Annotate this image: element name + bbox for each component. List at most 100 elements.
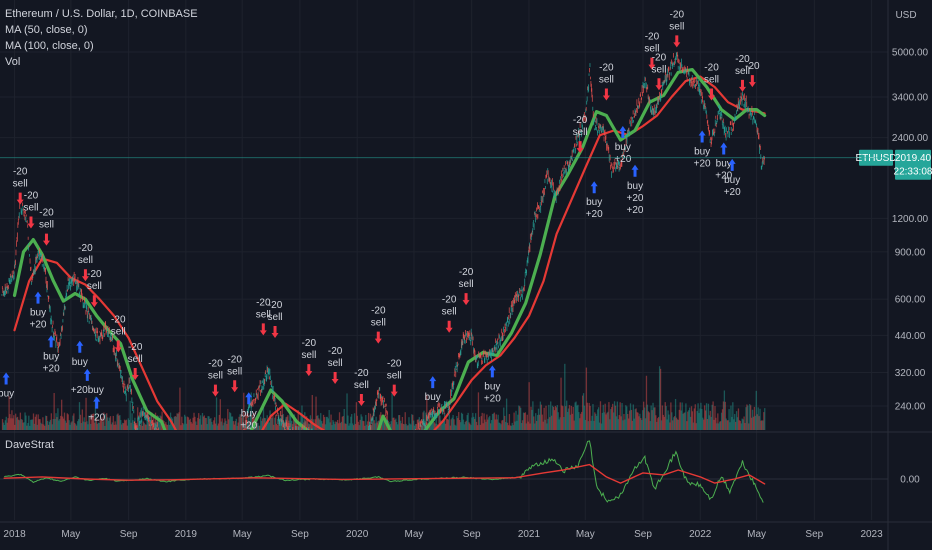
volume-bar	[52, 419, 54, 430]
volume-bar	[613, 401, 616, 430]
buy-signal: buy+20	[694, 130, 711, 169]
volume-bar	[207, 416, 209, 430]
volume-bar	[256, 422, 258, 430]
volume-bar	[541, 414, 543, 430]
volume-bar	[202, 416, 205, 430]
volume-bar	[710, 416, 712, 430]
volume-bar	[257, 422, 259, 430]
volume-bar	[18, 420, 21, 430]
volume-bar	[209, 418, 211, 430]
volume-bar	[750, 405, 752, 430]
volume-bar	[315, 396, 317, 430]
volume-bar	[390, 421, 392, 430]
volume-bar	[595, 413, 597, 430]
signal-label: +20	[484, 393, 501, 404]
sell-arrow	[131, 367, 139, 380]
signal-label: sell	[442, 307, 457, 318]
volume-bar	[22, 422, 24, 430]
sell-arrow	[42, 233, 50, 246]
volume-bar	[452, 414, 454, 430]
ma50-legend[interactable]: MA (50, close, 0)	[5, 24, 88, 36]
volume-bar	[529, 423, 531, 430]
volume-bar	[193, 412, 195, 430]
volume-bar	[222, 425, 224, 430]
volume-bar	[697, 403, 699, 430]
volume-bar	[227, 408, 229, 430]
volume-bar	[188, 419, 190, 430]
volume-bar	[311, 395, 313, 430]
volume-bar	[321, 423, 324, 430]
volume-bar	[339, 423, 342, 430]
volume-bar	[589, 405, 591, 430]
volume-bar	[585, 367, 588, 430]
volume-bar	[269, 410, 271, 430]
volume-bar	[117, 413, 119, 430]
volume-bar	[129, 400, 131, 430]
volume-bar	[392, 417, 394, 430]
volume-bar	[691, 411, 694, 430]
volume-bar	[307, 423, 310, 430]
volume-bar	[576, 405, 578, 430]
volume-bar	[100, 419, 102, 430]
x-tick-label: 2022	[689, 529, 712, 540]
volume-bar	[364, 425, 366, 430]
signal-label: sell	[256, 309, 271, 320]
volume-bar	[168, 417, 170, 430]
volume-bar	[659, 368, 662, 430]
volume-bar	[212, 424, 214, 430]
sell-arrow	[576, 141, 584, 154]
ma100-legend[interactable]: MA (100, close, 0)	[5, 40, 94, 52]
volume-bar	[465, 420, 467, 430]
volume-bar	[140, 415, 143, 430]
volume-bar	[706, 418, 709, 430]
volume-bar	[30, 419, 32, 430]
volume-bar	[34, 416, 37, 430]
volume-bar	[615, 416, 618, 430]
volume-bar	[733, 419, 735, 430]
volume-bar	[260, 416, 262, 430]
signal-label: -20	[128, 342, 143, 353]
volume-bar	[674, 399, 677, 430]
sell-arrow	[673, 35, 681, 48]
signal-label: -20	[387, 359, 402, 370]
volume-bar	[460, 412, 463, 430]
volume-bar	[75, 424, 77, 430]
buy-arrow	[83, 368, 91, 381]
buy-signal: buy+20	[43, 335, 60, 374]
volume-bar	[584, 419, 587, 430]
volume-bar	[358, 425, 360, 430]
volume-bar	[48, 421, 51, 430]
volume-bar	[369, 413, 372, 430]
y-tick-label: 2400.00	[892, 133, 929, 144]
volume-bar	[411, 414, 413, 430]
volume-bar	[276, 425, 279, 430]
volume-bar	[12, 418, 14, 430]
x-tick-label: 2023	[860, 529, 883, 540]
volume-bar	[5, 416, 7, 430]
volume-bar	[489, 415, 491, 430]
volume-bar	[31, 419, 34, 430]
signal-label: -20	[13, 167, 28, 178]
volume-bar	[263, 417, 266, 430]
volume-bar	[454, 424, 456, 430]
volume-bar	[708, 415, 711, 430]
volume-bar	[99, 419, 101, 430]
buy-arrow	[720, 142, 728, 155]
volume-bar	[592, 404, 594, 430]
volume-bar	[210, 418, 212, 430]
signal-label: +20	[88, 413, 105, 424]
volume-bar	[753, 406, 756, 430]
indicator-label[interactable]: DaveStrat	[5, 439, 54, 451]
volume-legend[interactable]: Vol	[5, 56, 21, 68]
volume-bar	[78, 402, 81, 430]
volume-bar	[165, 422, 167, 430]
volume-bar	[181, 416, 183, 430]
price-layer	[1, 51, 765, 430]
volume-bar	[363, 421, 365, 430]
volume-bar	[536, 415, 539, 430]
volume-bar	[627, 414, 629, 430]
